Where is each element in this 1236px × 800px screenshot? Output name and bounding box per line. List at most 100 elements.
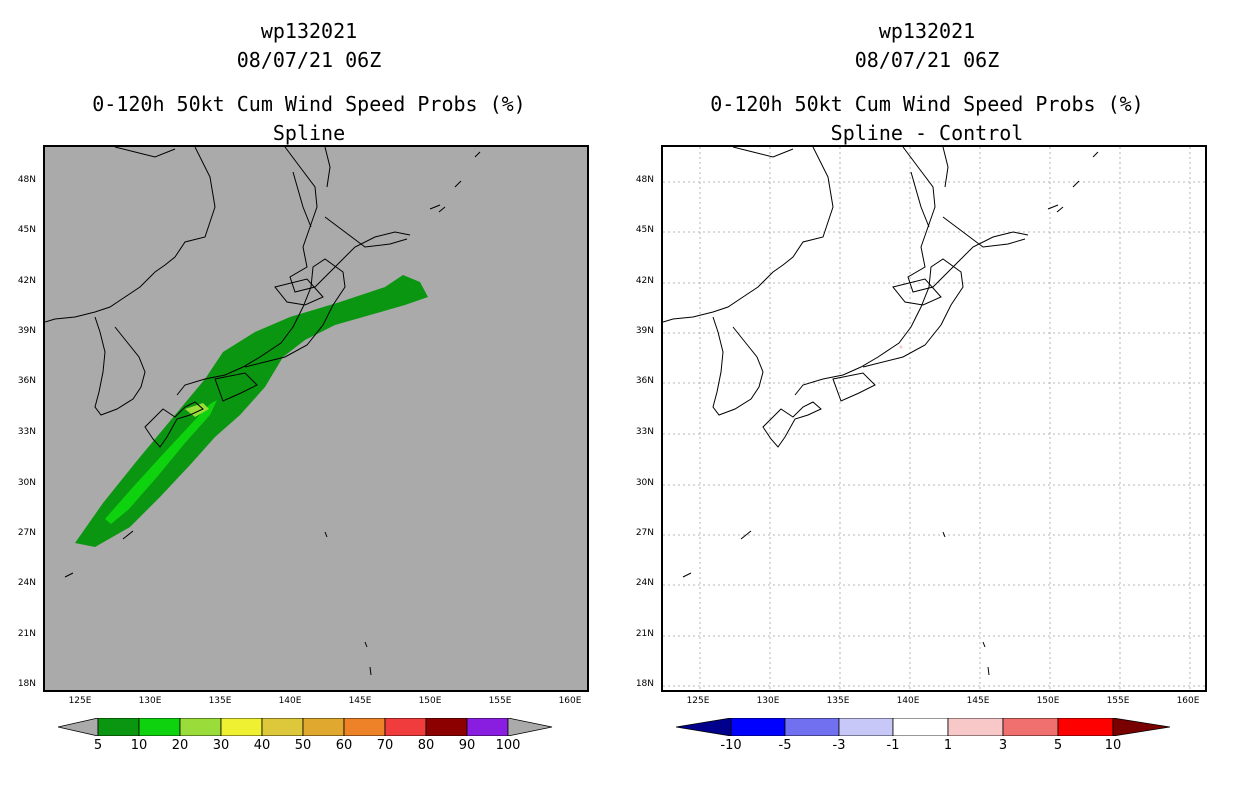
lat-tick: 18N	[635, 679, 654, 689]
subtitle: Spline - Control	[830, 121, 1024, 145]
colorbar-label: 5	[1053, 738, 1063, 753]
colorbar-label: -1	[886, 738, 900, 753]
product-title: 0-120h 50kt Cum Wind Speed Probs (%)	[710, 92, 1144, 116]
lon-tick: 130E	[756, 696, 780, 706]
storm-id: wp132021	[878, 19, 976, 43]
colorbar-swatch	[179, 718, 222, 736]
colorbar-swatch	[425, 718, 468, 736]
lat-tick: 36N	[17, 376, 36, 386]
colorbar-swatch	[97, 718, 140, 736]
right-panel: wp132021 08/07/21 06Z 0-120h 50kt Cum Wi…	[618, 0, 1236, 800]
lat-tick: 24N	[17, 578, 36, 588]
colorbar-label: -3	[832, 738, 846, 753]
lat-tick: 48N	[17, 175, 36, 185]
lat-tick: 36N	[635, 376, 654, 386]
lat-tick: 45N	[17, 225, 36, 235]
map-spline	[43, 145, 589, 692]
colorbar-label: 100	[495, 738, 521, 753]
colorbar-swatch	[384, 718, 427, 736]
datetime: 08/07/21 06Z	[854, 48, 1000, 72]
colorbar-swatch	[1002, 718, 1059, 736]
colorbar-swatch	[220, 718, 263, 736]
colorbar-label: 70	[376, 738, 394, 753]
lon-tick: 160E	[1176, 696, 1200, 706]
product-title: 0-120h 50kt Cum Wind Speed Probs (%)	[92, 92, 526, 116]
colorbar-label: 3	[998, 738, 1008, 753]
lat-tick: 39N	[635, 326, 654, 336]
left-panel: wp132021 08/07/21 06Z 0-120h 50kt Cum Wi…	[17, 19, 589, 753]
lon-tick: 140E	[896, 696, 920, 706]
colorbar-swatch	[1057, 718, 1114, 736]
lat-tick: 18N	[17, 679, 36, 689]
lat-tick: 42N	[17, 276, 36, 286]
difference-spot	[899, 345, 903, 349]
lat-tick: 21N	[635, 629, 654, 639]
prob-band-5	[75, 275, 428, 547]
colorbar-swatch	[730, 718, 786, 736]
colorbar-end-right	[507, 718, 553, 736]
colorbar-label: 10	[1104, 738, 1122, 753]
lon-tick: 140E	[278, 696, 302, 706]
lat-tick: 42N	[635, 276, 654, 286]
lon-tick: 160E	[558, 696, 582, 706]
colorbar-end-right	[1112, 718, 1171, 736]
lat-tick: 30N	[17, 478, 36, 488]
datetime: 08/07/21 06Z	[236, 48, 382, 72]
lat-tick: 45N	[635, 225, 654, 235]
lat-tick: 33N	[635, 427, 654, 437]
colorbar-label: 10	[130, 738, 148, 753]
probability-swath	[75, 275, 428, 547]
colorbar-swatch	[343, 718, 386, 736]
lon-tick: 135E	[208, 696, 232, 706]
colorbar-end-left	[58, 718, 99, 736]
lat-tick: 21N	[17, 629, 36, 639]
colorbar-end-left	[676, 718, 732, 736]
colorbar-label: 1	[943, 738, 953, 753]
lat-tick: 33N	[17, 427, 36, 437]
colorbar-swatch	[784, 718, 840, 736]
storm-id: wp132021	[260, 19, 358, 43]
colorbar-swatch	[892, 718, 949, 736]
lon-tick: 150E	[1036, 696, 1060, 706]
lon-tick: 135E	[826, 696, 850, 706]
map-spline-control	[661, 145, 1207, 692]
colorbar-label: 30	[212, 738, 230, 753]
colorbar-label: 90	[458, 738, 476, 753]
lon-tick: 155E	[488, 696, 512, 706]
lat-tick: 30N	[635, 478, 654, 488]
colorbar-swatch	[838, 718, 894, 736]
prob-band-20	[185, 403, 209, 417]
colorbar-swatch	[466, 718, 509, 736]
colorbar-label: -5	[778, 738, 792, 753]
colorbar-label: -10	[720, 738, 742, 753]
colorbar-right	[676, 718, 1171, 736]
coastlines	[45, 147, 481, 676]
colorbar-label: 80	[417, 738, 435, 753]
colorbar-swatch	[261, 718, 304, 736]
grid-lines	[663, 147, 1205, 690]
colorbar-left	[58, 718, 553, 736]
subtitle: Spline	[272, 121, 346, 145]
lat-tick: 27N	[17, 528, 36, 538]
lon-tick: 145E	[348, 696, 372, 706]
lon-tick: 130E	[138, 696, 162, 706]
colorbar-swatch	[947, 718, 1004, 736]
colorbar-label: 5	[93, 738, 103, 753]
lat-tick: 39N	[17, 326, 36, 336]
lon-tick: 125E	[686, 696, 710, 706]
colorbar-label: 60	[335, 738, 353, 753]
lon-tick: 155E	[1106, 696, 1130, 706]
lon-tick: 150E	[418, 696, 442, 706]
lon-tick: 145E	[966, 696, 990, 706]
lat-tick: 48N	[635, 175, 654, 185]
lat-tick: 27N	[635, 528, 654, 538]
prob-band-10	[105, 400, 217, 524]
lat-tick: 24N	[635, 578, 654, 588]
colorbar-label: 50	[294, 738, 312, 753]
colorbar-swatch	[302, 718, 345, 736]
colorbar-label: 20	[171, 738, 189, 753]
coastlines	[663, 147, 1099, 676]
colorbar-swatch	[138, 718, 181, 736]
lon-tick: 125E	[68, 696, 92, 706]
colorbar-label: 40	[253, 738, 271, 753]
